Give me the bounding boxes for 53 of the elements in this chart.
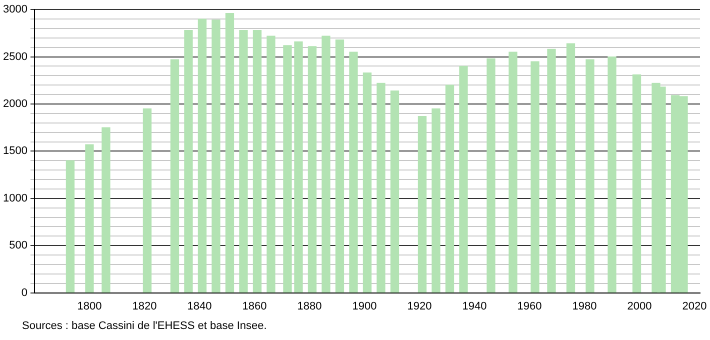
bar — [608, 56, 616, 293]
bar — [566, 43, 576, 293]
bar — [349, 52, 358, 293]
bar — [445, 84, 454, 293]
y-tick-label: 2500 — [2, 50, 28, 63]
x-tick-label: 1960 — [517, 300, 542, 312]
y-tick-label: 500 — [9, 240, 28, 252]
x-tick-label: 1880 — [297, 300, 322, 312]
bar — [170, 59, 180, 293]
bar — [142, 108, 152, 293]
x-tick-label: 2000 — [627, 300, 652, 312]
bar — [294, 41, 303, 293]
bar — [376, 82, 386, 293]
bar — [322, 36, 330, 293]
y-tick-label: 1000 — [2, 192, 28, 204]
bar — [586, 59, 594, 293]
bar — [547, 48, 556, 293]
x-tick-label: 2020 — [682, 300, 707, 312]
bar — [198, 18, 207, 293]
bar — [508, 52, 518, 293]
x-tick-label: 1820 — [132, 300, 157, 312]
x-tick-label: 1900 — [352, 300, 377, 312]
y-tick-label: 3000 — [2, 4, 28, 16]
bar — [418, 116, 427, 293]
x-tick-label: 1980 — [572, 300, 597, 312]
y-tick-label: 2000 — [2, 98, 28, 110]
bar — [459, 66, 468, 293]
bar — [252, 30, 262, 293]
x-tick-label: 1840 — [187, 300, 212, 312]
x-tick-label: 1920 — [407, 300, 432, 312]
bar — [308, 46, 317, 293]
source-note: Sources : base Cassini de l'EHESS et base Insee. — [22, 320, 267, 332]
bar — [225, 13, 234, 293]
bar — [102, 127, 110, 293]
bar — [486, 58, 496, 293]
bar — [239, 30, 248, 293]
bar — [432, 108, 440, 293]
x-tick-label: 1940 — [462, 300, 487, 312]
x-tick-label: 1860 — [242, 300, 267, 312]
x-tick-label: 1800 — [77, 300, 102, 312]
bar — [184, 30, 193, 293]
bar — [335, 39, 344, 293]
bar — [390, 90, 400, 293]
bar — [212, 20, 220, 293]
bar — [632, 74, 642, 293]
bar — [85, 144, 94, 293]
bar — [530, 61, 540, 293]
y-tick-label: 0 — [21, 286, 28, 299]
bar — [66, 160, 75, 293]
bar — [362, 72, 372, 293]
bar — [266, 36, 276, 293]
y-tick-label: 1500 — [2, 145, 28, 158]
bar — [283, 45, 292, 293]
